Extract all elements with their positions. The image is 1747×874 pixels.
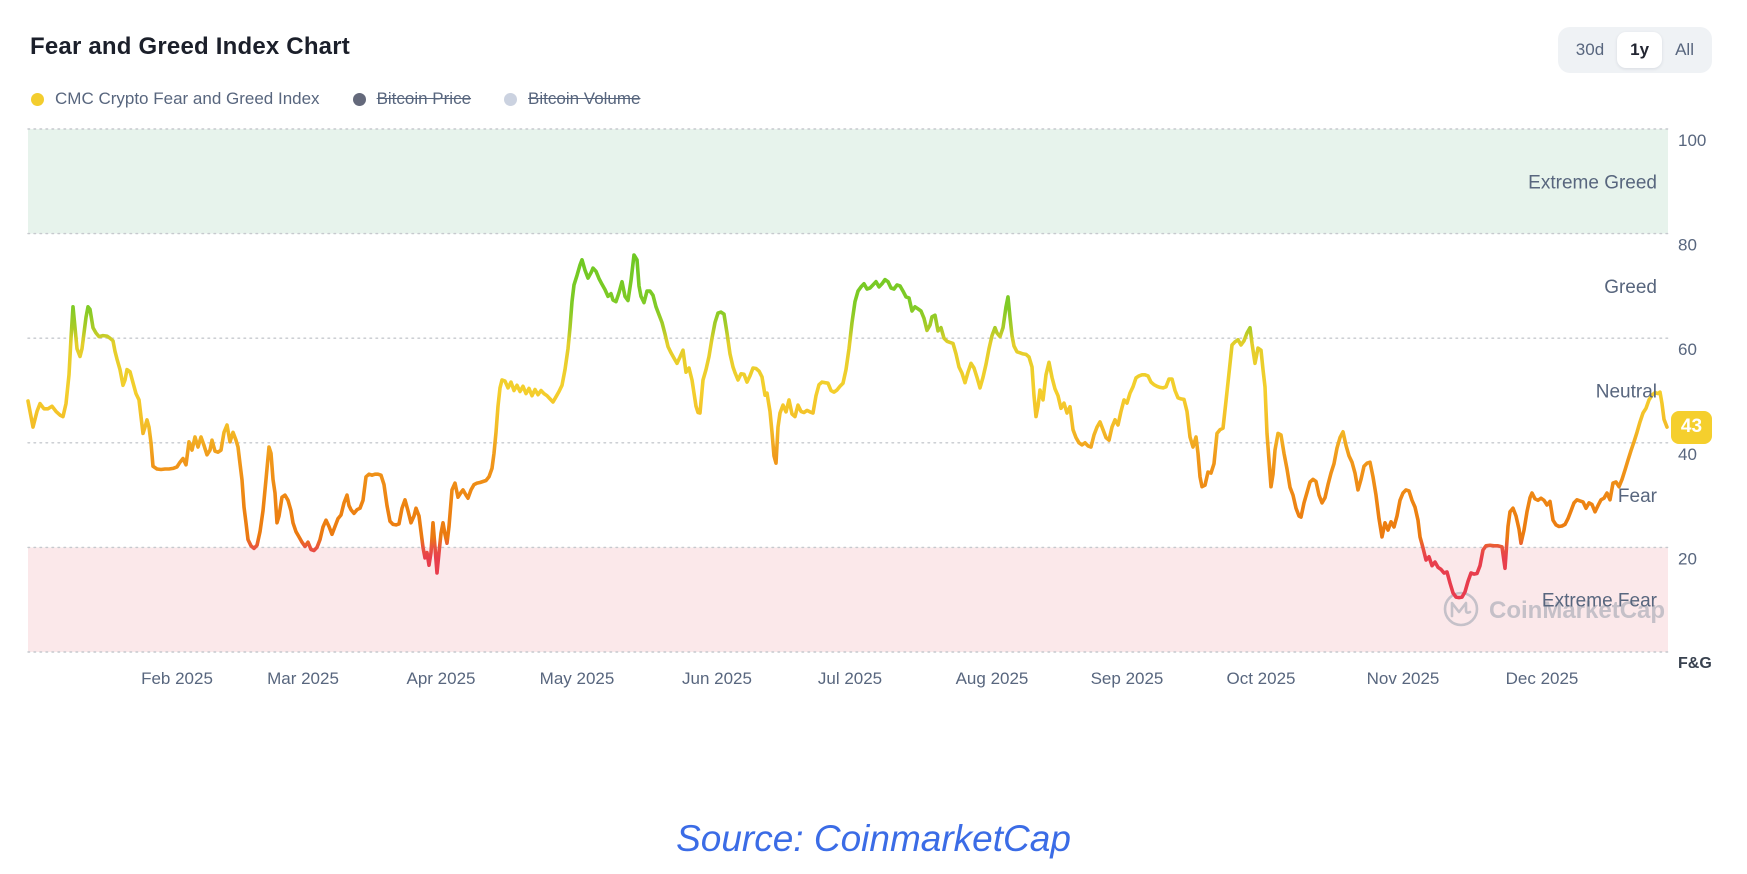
zone-band [28, 129, 1668, 234]
fear-greed-line [26, 253, 1669, 600]
zone-label: Neutral [1596, 382, 1657, 403]
y-tick-label: 100 [1678, 131, 1706, 150]
legend-label: Bitcoin Volume [528, 89, 641, 108]
zone-label: Extreme Greed [1528, 172, 1657, 193]
current-value-badge: 43 [1671, 410, 1712, 444]
legend-dot-icon [352, 92, 366, 106]
time-range-selector: 30d 1y All [1557, 27, 1712, 73]
x-tick-label: Oct 2025 [1227, 669, 1296, 688]
legend-label: Bitcoin Price [376, 89, 472, 108]
page-title: Fear and Greed Index Chart [30, 33, 350, 60]
x-tick-label: Aug 2025 [956, 669, 1029, 688]
legend-item-fear-greed-index[interactable]: CMC Crypto Fear and Greed Index [31, 89, 320, 109]
range-button-30d[interactable]: 30d [1563, 32, 1617, 68]
coinmarketcap-watermark: CoinMarketCap [1443, 591, 1665, 627]
x-tick-label: May 2025 [540, 669, 615, 688]
zone-bands [28, 129, 1668, 652]
x-tick-label: Sep 2025 [1091, 669, 1164, 688]
y-tick-label: 80 [1678, 236, 1697, 255]
legend-label: CMC Crypto Fear and Greed Index [55, 89, 320, 108]
range-button-all[interactable]: All [1662, 32, 1707, 68]
zone-label: Fear [1618, 486, 1658, 507]
zone-label: Extreme Fear [1542, 591, 1658, 612]
zone-labels: Extreme Greed Greed Neutral Fear Extreme Fea… [1528, 172, 1657, 611]
x-tick-label: Apr 2025 [407, 669, 476, 688]
chart-plot-area[interactable] [28, 129, 1668, 652]
y-axis-name: F&G [1678, 655, 1712, 672]
source-caption: Source: CoinmarketCap [676, 818, 1071, 859]
y-tick-label: 40 [1678, 445, 1697, 464]
x-tick-label: Jul 2025 [818, 669, 882, 688]
y-tick-label: 60 [1678, 340, 1697, 359]
legend-item-bitcoin-volume[interactable]: Bitcoin Volume [504, 89, 641, 109]
fear-greed-chart: CoinMarketCap Extreme Greed Greed Neutral F… [26, 128, 1712, 688]
zone-band [28, 547, 1668, 652]
coinmarketcap-logo-m [1450, 601, 1472, 618]
y-tick-label: 20 [1678, 549, 1697, 568]
zone-label: Greed [1604, 277, 1657, 298]
range-button-1y[interactable]: 1y [1617, 32, 1663, 68]
watermark-text: CoinMarketCap [1489, 597, 1665, 624]
legend-dot-icon [504, 92, 518, 106]
x-tick-label: Mar 2025 [267, 669, 339, 688]
chart-legend: CMC Crypto Fear and Greed Index Bitcoin … [31, 89, 641, 109]
y-axis-labels: 100 80 60 40 20 F&G [1678, 131, 1712, 672]
x-tick-label: Jun 2025 [682, 669, 752, 688]
coinmarketcap-logo-icon [1443, 591, 1479, 627]
legend-item-bitcoin-price[interactable]: Bitcoin Price [352, 89, 472, 109]
legend-dot-icon [31, 92, 44, 106]
fear-greed-line-path [26, 253, 1669, 600]
x-tick-label: Feb 2025 [141, 669, 213, 688]
x-axis-labels: Feb 2025 Mar 2025 Apr 2025 May 2025 Jun 2025… [141, 669, 1578, 688]
x-tick-label: Nov 2025 [1367, 669, 1440, 688]
x-tick-label: Dec 2025 [1506, 669, 1579, 688]
